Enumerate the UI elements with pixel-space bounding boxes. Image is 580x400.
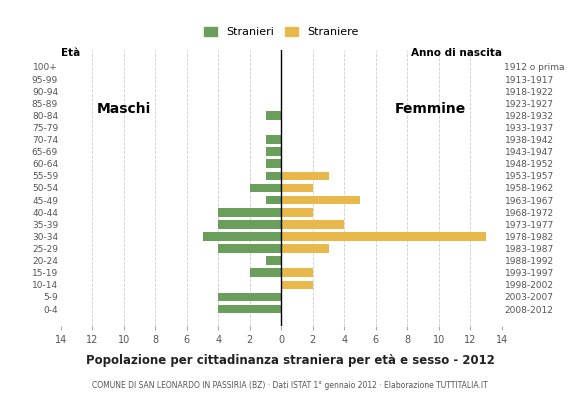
Text: Popolazione per cittadinanza straniera per età e sesso - 2012: Popolazione per cittadinanza straniera p… — [86, 354, 494, 367]
Bar — [281, 208, 313, 216]
Bar — [218, 208, 281, 216]
Bar — [250, 268, 281, 277]
Legend: Stranieri, Straniere: Stranieri, Straniere — [200, 22, 363, 42]
Text: COMUNE DI SAN LEONARDO IN PASSIRIA (BZ) · Dati ISTAT 1° gennaio 2012 · Elaborazi: COMUNE DI SAN LEONARDO IN PASSIRIA (BZ) … — [92, 381, 488, 390]
Bar — [281, 172, 328, 180]
Bar — [218, 305, 281, 314]
Bar — [281, 232, 486, 241]
Bar — [281, 184, 313, 192]
Bar — [266, 135, 281, 144]
Bar — [266, 172, 281, 180]
Bar — [281, 220, 345, 229]
Bar — [281, 244, 328, 253]
Bar — [218, 244, 281, 253]
Bar — [281, 196, 360, 204]
Bar — [281, 268, 313, 277]
Bar — [281, 280, 313, 289]
Bar — [218, 293, 281, 301]
Bar — [250, 184, 281, 192]
Bar — [266, 147, 281, 156]
Bar — [266, 256, 281, 265]
Bar — [202, 232, 281, 241]
Text: Età: Età — [61, 48, 80, 58]
Bar — [266, 111, 281, 120]
Text: Femmine: Femmine — [395, 102, 466, 116]
Bar — [218, 220, 281, 229]
Bar — [266, 196, 281, 204]
Text: Anno di nascita: Anno di nascita — [411, 48, 502, 58]
Bar — [266, 160, 281, 168]
Text: Maschi: Maschi — [97, 102, 151, 116]
